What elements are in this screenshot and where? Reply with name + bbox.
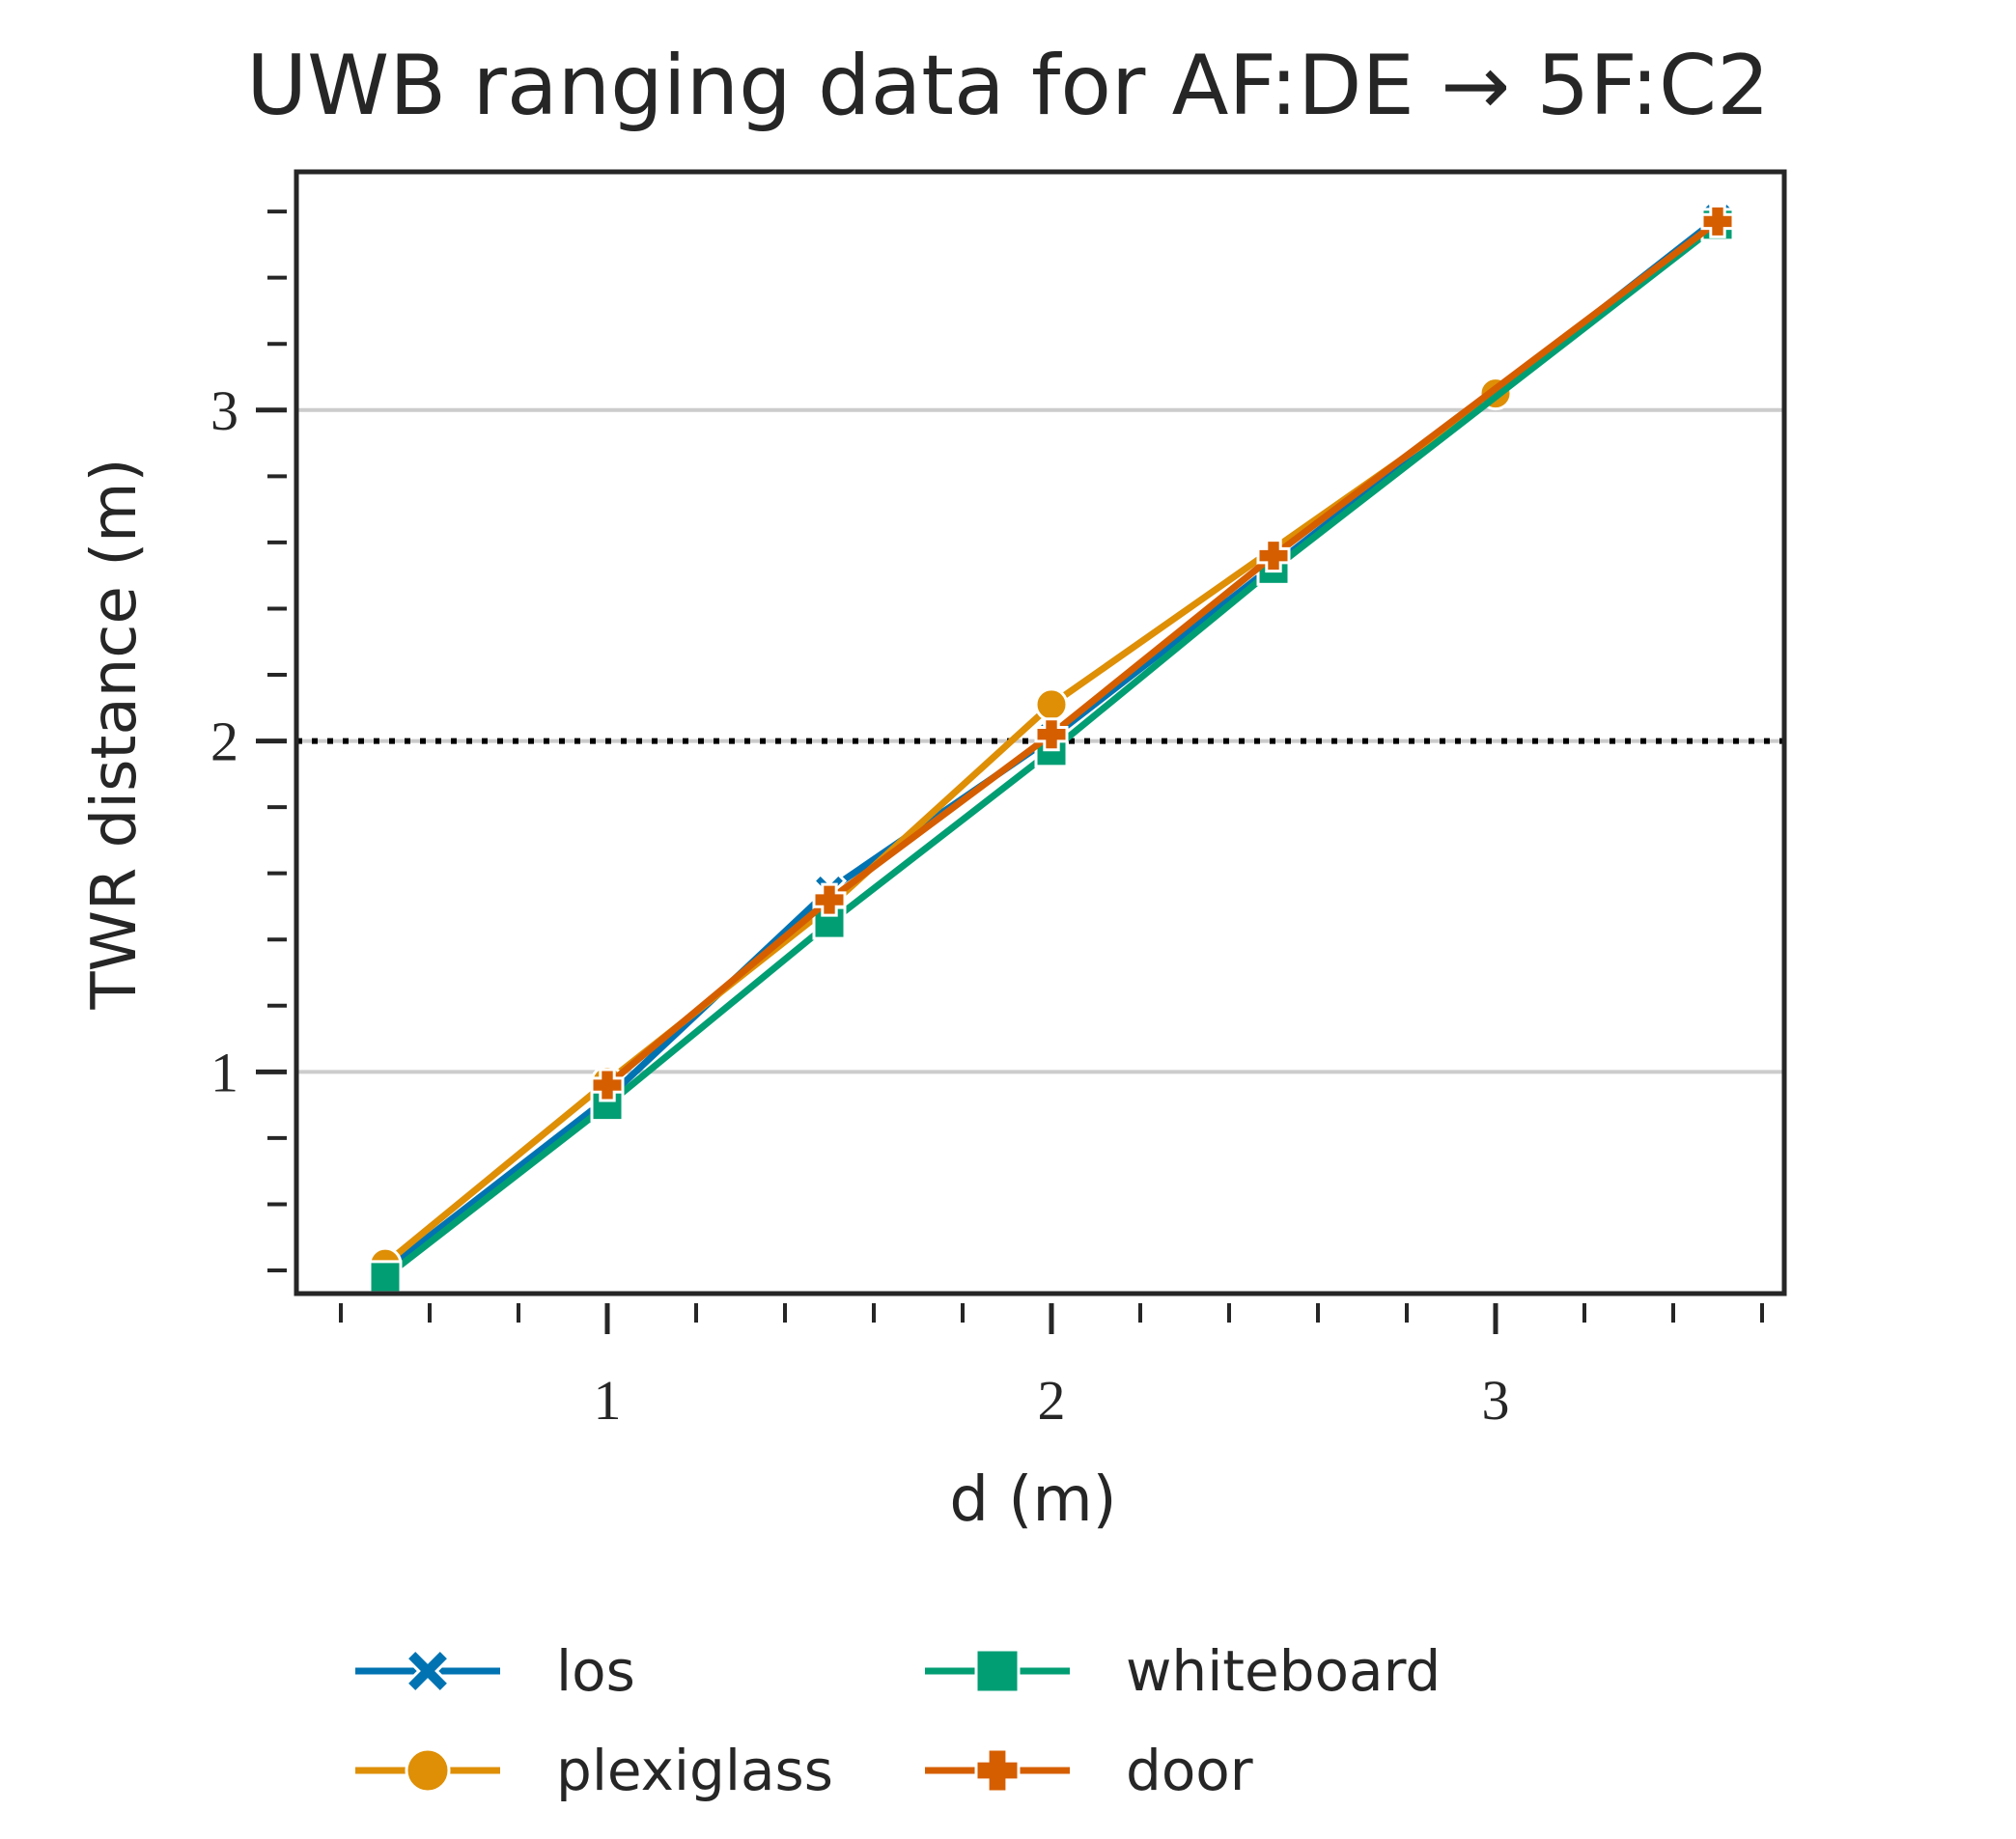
data-point (368, 1260, 403, 1295)
x-tick-label: 2 (1038, 1369, 1066, 1432)
x-axis: 1 2 3 (339, 1303, 1764, 1432)
data-point (1256, 539, 1291, 573)
series-door (590, 204, 1735, 1102)
data-point (812, 882, 847, 917)
y-axis: 1 2 3 (210, 209, 287, 1273)
legend-label: plexiglass (556, 1738, 833, 1803)
legend-item: plexiglass (355, 1738, 833, 1803)
data-point (1034, 717, 1069, 752)
plot-series (367, 200, 1736, 1295)
data-point (1034, 687, 1069, 722)
legend-swatch-marker (405, 1747, 451, 1794)
y-tick-label: 3 (210, 379, 238, 442)
series-line (382, 222, 1721, 1280)
legend-swatch-marker (974, 1747, 1021, 1794)
legend-swatch-marker (404, 1647, 452, 1695)
legend: los plexiglass whiteboard door (355, 1638, 1441, 1803)
legend-label: door (1126, 1738, 1253, 1803)
y-tick-label: 2 (210, 711, 238, 773)
y-axis-label: TWR distance (m) (79, 459, 151, 1011)
plot-frame (294, 169, 1787, 1296)
legend-label: whiteboard (1126, 1638, 1441, 1704)
data-point (1700, 204, 1735, 238)
x-axis-label: d (m) (949, 1464, 1116, 1536)
legend-swatch-marker (974, 1648, 1021, 1694)
y-tick-label: 1 (210, 1041, 238, 1103)
chart-title: UWB ranging data for AF:DE → 5F:C2 (246, 38, 1770, 134)
legend-item: los (355, 1638, 635, 1704)
x-tick-label: 3 (1482, 1369, 1510, 1432)
legend-item: whiteboard (925, 1638, 1441, 1704)
x-tick-label: 1 (594, 1369, 622, 1432)
legend-item: door (925, 1738, 1253, 1803)
data-point (590, 1068, 625, 1102)
legend-label: los (556, 1638, 635, 1704)
